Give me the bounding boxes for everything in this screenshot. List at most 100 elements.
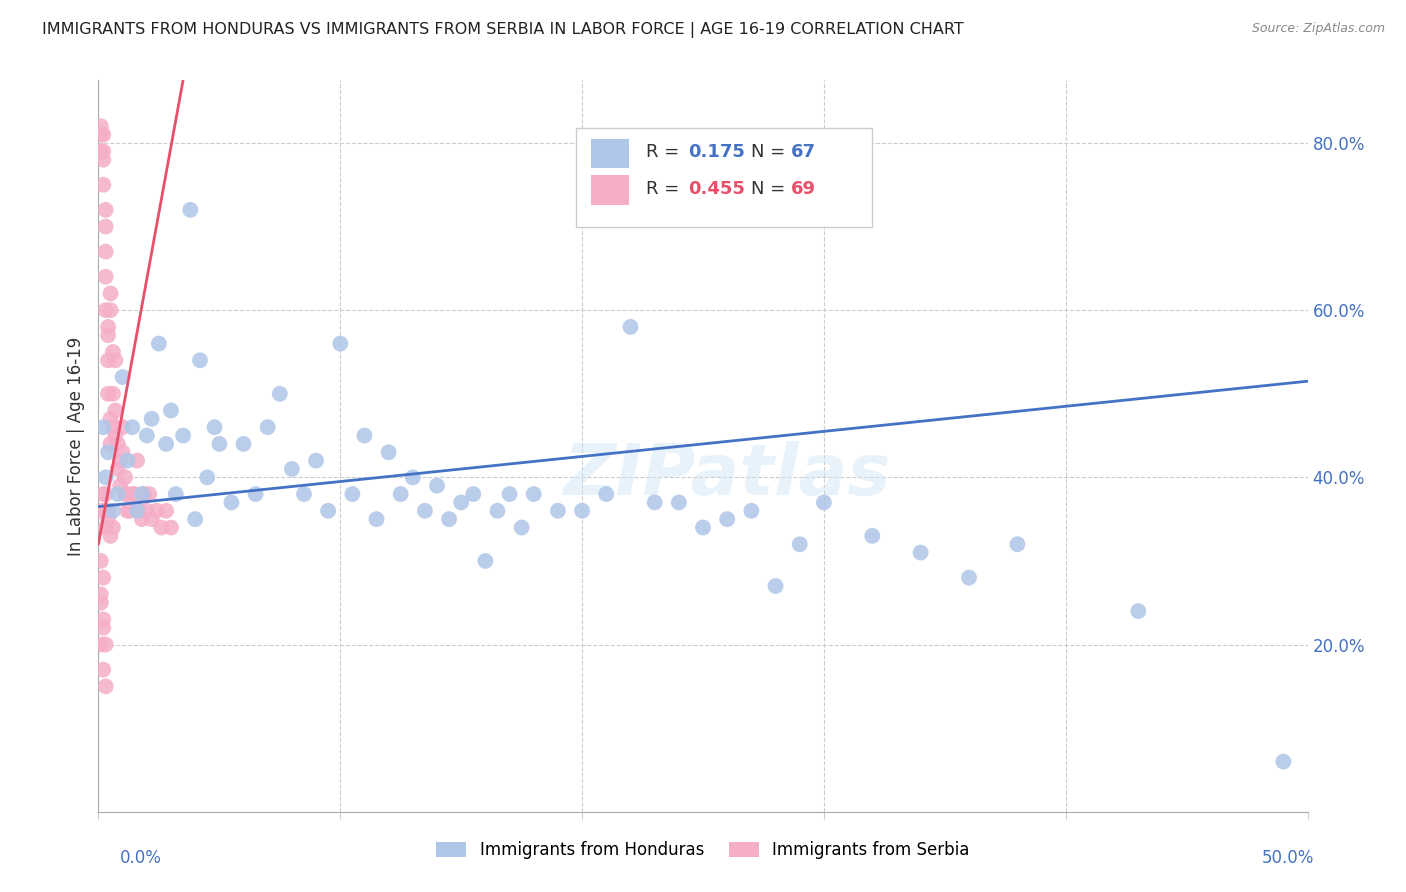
Point (94, 520, 117, 534)
Point (100, 529, 122, 543)
Bar (591, 139, 630, 168)
Legend: Immigrants from Honduras, Immigrants from Serbia: Immigrants from Honduras, Immigrants fro… (430, 834, 976, 865)
Point (571, 504, 593, 518)
Point (179, 202, 201, 217)
Y-axis label: In Labor Force | Age 16-19: In Labor Force | Age 16-19 (66, 336, 84, 556)
Point (91, 504, 114, 518)
Point (91, 145, 114, 159)
Point (107, 487, 129, 501)
Point (668, 495, 690, 509)
Point (124, 487, 146, 501)
Text: 0.0%: 0.0% (120, 849, 162, 867)
Point (145, 504, 167, 518)
Point (486, 504, 509, 518)
Point (97, 328, 120, 343)
Point (101, 520, 124, 534)
Point (97, 512, 120, 526)
Point (195, 470, 218, 484)
Point (94, 679, 117, 693)
Point (269, 386, 291, 401)
Point (716, 512, 738, 526)
Point (619, 319, 641, 334)
Point (692, 520, 714, 534)
Point (595, 487, 617, 501)
Point (101, 345, 124, 359)
Point (256, 420, 278, 434)
Point (342, 487, 364, 501)
Point (100, 437, 122, 451)
Point (108, 479, 131, 493)
Point (860, 529, 883, 543)
Point (426, 479, 449, 493)
Point (135, 428, 157, 442)
Point (789, 537, 811, 551)
Point (389, 487, 412, 501)
Point (135, 504, 157, 518)
Point (131, 512, 153, 526)
Point (292, 487, 315, 501)
Point (117, 453, 139, 467)
Point (121, 420, 143, 434)
Point (510, 520, 533, 534)
FancyBboxPatch shape (576, 128, 872, 227)
Point (165, 487, 187, 501)
Text: 50.0%: 50.0% (1263, 849, 1315, 867)
Point (131, 487, 153, 501)
Point (134, 487, 156, 501)
Point (90, 554, 112, 568)
Point (90, 145, 112, 159)
Point (111, 370, 134, 384)
Point (97, 386, 120, 401)
Point (148, 336, 170, 351)
Bar (591, 176, 630, 204)
Point (94, 470, 117, 484)
Point (108, 453, 131, 467)
Point (437, 512, 460, 526)
Point (188, 353, 211, 368)
Point (765, 579, 787, 593)
Point (1272, 755, 1295, 769)
Point (117, 487, 139, 501)
Text: 0.455: 0.455 (689, 179, 745, 197)
Point (910, 545, 932, 559)
Point (90, 596, 112, 610)
Point (104, 403, 127, 417)
Point (117, 504, 139, 518)
Point (97, 353, 120, 368)
Point (402, 470, 425, 484)
Point (90, 120, 112, 134)
Point (316, 504, 339, 518)
Point (141, 412, 163, 426)
Point (141, 512, 163, 526)
Point (813, 495, 835, 509)
Point (90, 587, 112, 601)
Point (413, 504, 436, 518)
Point (107, 437, 129, 451)
Point (160, 403, 183, 417)
Point (90, 128, 112, 142)
Point (100, 412, 122, 426)
Point (91, 571, 114, 585)
Point (160, 520, 183, 534)
Text: 69: 69 (792, 179, 817, 197)
Point (100, 286, 122, 301)
Point (91, 612, 114, 626)
Point (127, 453, 149, 467)
Point (97, 504, 120, 518)
Point (366, 512, 388, 526)
Point (90, 638, 112, 652)
Point (740, 504, 762, 518)
Point (644, 495, 666, 509)
Point (101, 504, 124, 518)
Text: N =: N = (751, 179, 792, 197)
Text: IMMIGRANTS FROM HONDURAS VS IMMIGRANTS FROM SERBIA IN LABOR FORCE | AGE 16-19 CO: IMMIGRANTS FROM HONDURAS VS IMMIGRANTS F… (42, 22, 965, 38)
Point (100, 303, 122, 318)
Point (94, 487, 117, 501)
Point (1007, 537, 1029, 551)
Point (91, 178, 114, 192)
Point (474, 554, 496, 568)
Point (450, 495, 472, 509)
Point (377, 445, 399, 459)
Point (281, 462, 304, 476)
Point (91, 487, 114, 501)
